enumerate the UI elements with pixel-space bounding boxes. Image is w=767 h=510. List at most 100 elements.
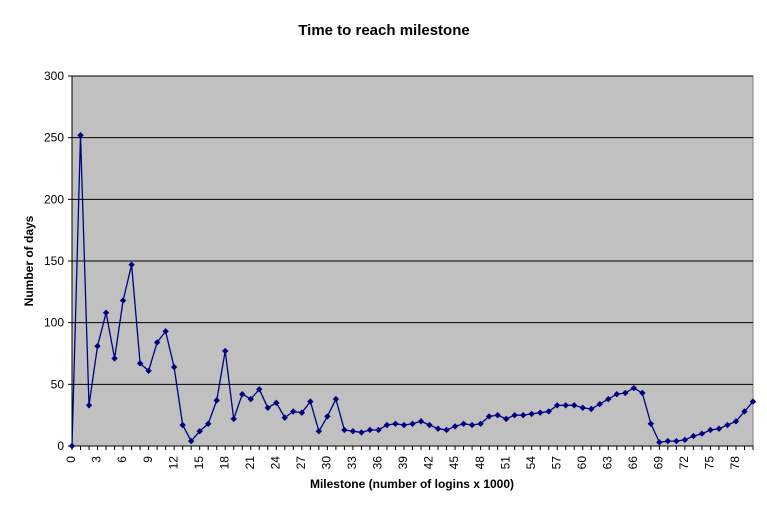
data-point <box>528 410 535 418</box>
data-point <box>358 429 365 436</box>
data-point <box>94 342 101 350</box>
data-point <box>622 389 629 397</box>
data-point <box>136 360 144 367</box>
data-point <box>443 426 450 434</box>
data-point <box>562 402 569 409</box>
chart-title: Time to reach milestone <box>298 22 469 39</box>
data-point <box>273 399 280 407</box>
data-point <box>247 395 254 403</box>
data-point <box>324 413 331 420</box>
data-point <box>596 400 603 408</box>
x-tick-label: 6 <box>115 456 129 463</box>
data-point <box>119 297 127 304</box>
data-point <box>128 261 135 268</box>
data-point <box>366 426 374 434</box>
data-point <box>494 411 501 419</box>
x-tick-label: 63 <box>600 456 614 470</box>
data-point <box>613 391 620 398</box>
data-point <box>579 404 586 411</box>
data-point <box>281 414 289 421</box>
x-tick-label: 3 <box>90 456 104 463</box>
data-point <box>536 409 544 416</box>
y-axis-ticks: 0 50 100 150 200 250 300 <box>44 69 72 453</box>
y-tick-label: 300 <box>44 69 64 83</box>
data-point <box>213 397 220 404</box>
data-point <box>264 404 271 411</box>
data-point <box>647 420 655 427</box>
x-tick-label: 72 <box>677 456 691 470</box>
data-point <box>102 309 110 316</box>
x-tick-label: 57 <box>549 456 563 470</box>
x-tick-label: 9 <box>141 456 155 463</box>
data-point <box>681 436 689 444</box>
data-point <box>588 405 595 413</box>
x-tick-label: 48 <box>473 456 487 470</box>
data-point <box>571 402 578 409</box>
data-point <box>741 408 748 415</box>
data-point <box>400 421 408 429</box>
x-tick-label: 51 <box>498 456 512 470</box>
data-point <box>298 409 306 416</box>
data-point <box>179 421 186 429</box>
y-tick-label: 100 <box>44 316 64 330</box>
data-point <box>656 439 663 446</box>
x-tick-label: 45 <box>447 456 461 470</box>
data-point <box>307 398 314 405</box>
data-point <box>68 442 76 450</box>
data-point <box>434 425 442 432</box>
data-point <box>732 418 740 425</box>
data-point <box>605 395 612 403</box>
x-tick-label: 78 <box>728 456 742 470</box>
x-tick-label: 30 <box>320 456 334 470</box>
data-point <box>519 411 527 419</box>
data-point <box>409 420 416 427</box>
data-point <box>554 402 561 409</box>
data-point <box>715 425 723 432</box>
data-point <box>153 339 161 346</box>
data-point <box>630 384 638 392</box>
data-point <box>451 423 459 430</box>
data-point <box>664 437 672 445</box>
series-days <box>68 132 757 450</box>
x-tick-label: 33 <box>345 456 359 470</box>
data-point <box>290 408 297 415</box>
data-point <box>77 132 84 139</box>
data-point <box>392 420 399 427</box>
data-point <box>749 398 757 405</box>
x-tick-label: 0 <box>64 456 78 463</box>
y-tick-label: 0 <box>57 439 64 453</box>
data-point <box>230 415 237 423</box>
y-tick-label: 150 <box>44 254 64 268</box>
data-point <box>698 430 706 437</box>
x-tick-label: 27 <box>294 456 308 470</box>
data-point <box>502 415 510 423</box>
x-axis-label: Milestone (number of logins x 1000) <box>310 477 514 491</box>
y-tick-label: 250 <box>44 131 64 145</box>
data-point <box>468 421 476 429</box>
data-point <box>375 426 382 434</box>
x-tick-label: 42 <box>422 456 436 470</box>
data-point <box>690 432 697 440</box>
data-point <box>426 421 433 429</box>
data-point <box>145 367 152 374</box>
data-point <box>162 328 169 335</box>
data-point <box>477 420 484 427</box>
x-tick-label: 18 <box>217 456 231 470</box>
data-point <box>511 411 518 419</box>
data-point <box>673 437 680 445</box>
data-point <box>187 437 195 445</box>
x-tick-label: 39 <box>396 456 410 470</box>
data-point <box>315 428 323 435</box>
data-point <box>256 386 263 393</box>
data-point <box>196 428 203 435</box>
data-point <box>205 420 212 427</box>
data-point <box>417 418 425 425</box>
data-point <box>545 408 552 415</box>
x-tick-label: 69 <box>652 456 666 470</box>
data-point <box>485 413 493 420</box>
y-tick-label: 50 <box>51 377 65 391</box>
data-point <box>349 428 357 435</box>
x-tick-label: 60 <box>575 456 589 470</box>
